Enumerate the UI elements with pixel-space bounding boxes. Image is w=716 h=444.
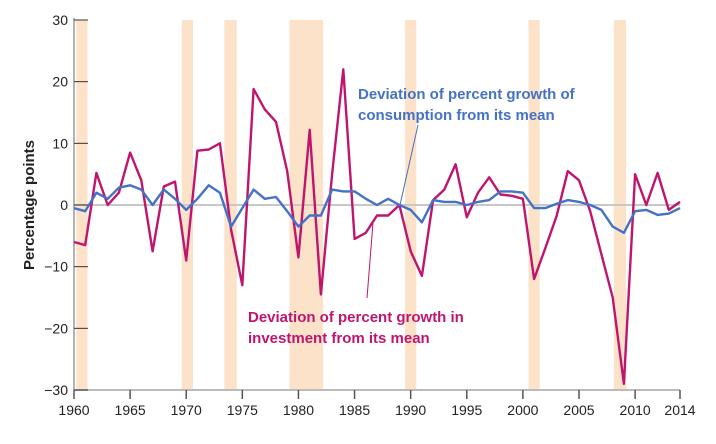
consumption-leader-line bbox=[399, 124, 419, 206]
investment-label-2: investment from its mean bbox=[248, 330, 430, 347]
consumption-line bbox=[73, 184, 681, 234]
x-tick-label: 1965 bbox=[115, 402, 146, 418]
x-tick-label: 2014 bbox=[664, 402, 695, 418]
y-tick-label: 30 bbox=[52, 12, 68, 28]
investment-line bbox=[73, 68, 681, 385]
x-tick-label: 1990 bbox=[395, 402, 426, 418]
consumption-label-1: Deviation of percent growth of bbox=[358, 86, 576, 103]
y-tick-label: −10 bbox=[44, 259, 68, 275]
x-tick-label: 1970 bbox=[171, 402, 202, 418]
y-tick-label: 10 bbox=[52, 135, 68, 151]
y-tick-label: 20 bbox=[52, 74, 68, 90]
y-tick-label: −30 bbox=[44, 382, 68, 398]
x-tick-label: 1975 bbox=[227, 402, 258, 418]
y-tick-label: 0 bbox=[60, 197, 68, 213]
series-lines bbox=[73, 68, 681, 385]
investment-leader-line bbox=[366, 222, 374, 299]
x-tick-label: 2000 bbox=[507, 402, 538, 418]
x-tick-label: 1985 bbox=[339, 402, 370, 418]
x-tick-label: 1995 bbox=[451, 402, 482, 418]
x-tick-label: 2010 bbox=[620, 402, 651, 418]
consumption-label-2: consumption from its mean bbox=[358, 107, 555, 124]
x-tick-label: 1980 bbox=[283, 402, 314, 418]
y-tick-label: −20 bbox=[44, 320, 68, 336]
investment-label-1: Deviation of percent growth in bbox=[248, 309, 464, 326]
x-tick-label: 1960 bbox=[58, 402, 89, 418]
y-axis-label: Percentage points bbox=[21, 140, 38, 270]
x-tick-label: 2005 bbox=[563, 402, 594, 418]
